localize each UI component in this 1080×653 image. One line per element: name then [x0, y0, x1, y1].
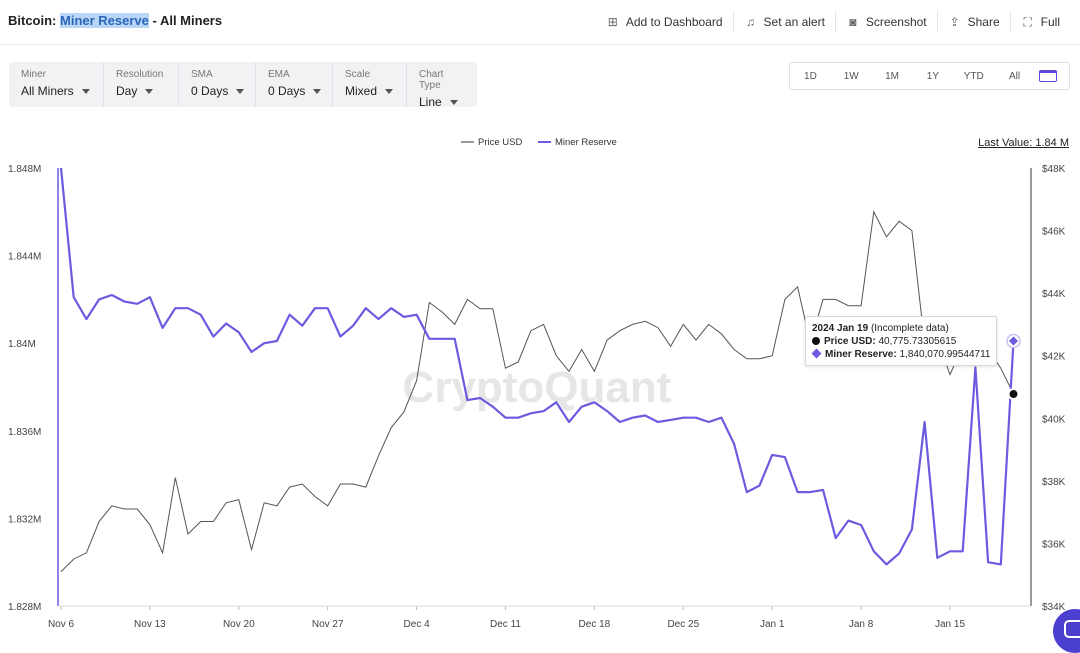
- right-tick-label: $42K: [1042, 352, 1066, 363]
- tooltip-reserve-value: 1,840,070.99544711: [896, 349, 991, 360]
- last-value: Last Value: 1.84 M: [978, 137, 1069, 149]
- tooltip-note: (Incomplete data): [868, 323, 949, 334]
- left-tick-label: 1.84M: [8, 339, 36, 350]
- fullscreen-icon: ⛶: [1023, 14, 1032, 29]
- miner-reserve-line[interactable]: [59, 167, 1015, 566]
- tooltip-date: 2024 Jan 19: [812, 323, 869, 334]
- title-suffix: - All Miners: [148, 13, 223, 28]
- x-tick-label: Jan 15: [935, 619, 965, 630]
- page-title: Bitcoin: Miner Reserve - All Miners: [8, 13, 222, 28]
- tooltip-price-value: 40,775.73305615: [875, 336, 957, 347]
- ema-select[interactable]: EMA 0 Days: [256, 62, 333, 107]
- tooltip-reserve-label: Miner Reserve:: [825, 349, 897, 360]
- fullscreen-button[interactable]: ⛶ Full: [1009, 11, 1070, 33]
- range-all[interactable]: All: [1008, 70, 1021, 82]
- price-marker: [1007, 388, 1020, 401]
- right-tick-label: $44K: [1042, 289, 1066, 300]
- title-highlight: Miner Reserve: [60, 13, 149, 28]
- left-tick-label: 1.836M: [8, 427, 41, 438]
- chart-tooltip: 2024 Jan 19 (Incomplete data) Price USD:…: [805, 316, 997, 366]
- x-tick-label: Nov 6: [48, 619, 75, 630]
- x-tick-label: Dec 18: [579, 619, 611, 630]
- camera-icon: ◙: [849, 15, 857, 29]
- right-tick-label: $40K: [1042, 414, 1066, 425]
- x-tick-label: Nov 27: [312, 619, 344, 630]
- screenshot-button[interactable]: ◙ Screenshot: [834, 11, 937, 33]
- x-tick-label: Dec 4: [404, 619, 431, 630]
- share-button[interactable]: ⇪ Share: [936, 11, 1010, 33]
- share-icon: ⇪: [949, 15, 960, 29]
- chevron-down-icon: [313, 89, 322, 95]
- left-tick-label: 1.828M: [8, 602, 41, 613]
- chevron-down-icon: [236, 89, 245, 95]
- range-1y[interactable]: 1Y: [926, 70, 940, 82]
- header-actions: ⊞ Add to Dashboard ♫ Set an alert ◙ Screens…: [596, 0, 1070, 44]
- x-tick-label: Dec 25: [667, 619, 699, 630]
- right-tick-label: $46K: [1042, 227, 1066, 238]
- miner-select[interactable]: Miner All Miners: [9, 62, 104, 107]
- right-tick-label: $34K: [1042, 602, 1066, 613]
- x-tick-label: Nov 13: [134, 619, 166, 630]
- x-axis: Nov 6 Nov 13 Nov 20 Nov 27 Dec 4 Dec 11 Dec 18…: [48, 606, 965, 630]
- add-to-dashboard-button[interactable]: ⊞ Add to Dashboard: [607, 15, 723, 29]
- x-tick-label: Nov 20: [223, 619, 255, 630]
- left-axis: 1.848M 1.844M 1.84M 1.836M 1.832M 1.828M: [8, 164, 41, 613]
- range-1w[interactable]: 1W: [843, 70, 859, 82]
- tooltip-price-label: Price USD:: [824, 336, 876, 347]
- legend-price-label[interactable]: Price USD: [478, 137, 522, 148]
- x-tick-label: Dec 11: [490, 619, 521, 630]
- chevron-down-icon: [449, 100, 458, 106]
- legend: Price USD Miner Reserve: [461, 137, 617, 148]
- chevron-down-icon: [385, 89, 394, 95]
- price-usd-line[interactable]: [60, 210, 1014, 572]
- sma-select[interactable]: SMA 0 Days: [179, 62, 256, 107]
- reserve-diamond-icon: [811, 348, 822, 359]
- chart-controls: Miner All Miners Resolution Day SMA 0 Days …: [9, 62, 477, 109]
- legend-reserve-label[interactable]: Miner Reserve: [555, 137, 617, 148]
- right-tick-label: $36K: [1042, 539, 1066, 550]
- chevron-down-icon: [145, 89, 154, 95]
- chat-icon: [1064, 620, 1080, 638]
- line-chart: CryptoQuant Price USD Miner Reserve 1.84…: [8, 137, 1066, 630]
- left-tick-label: 1.832M: [8, 514, 41, 525]
- left-tick-label: 1.844M: [8, 252, 41, 263]
- right-tick-label: $38K: [1042, 477, 1066, 488]
- title-prefix: Bitcoin:: [8, 13, 60, 28]
- range-1m[interactable]: 1M: [885, 70, 900, 82]
- watermark-text: CryptoQuant: [403, 363, 672, 412]
- calendar-icon[interactable]: [1038, 70, 1057, 82]
- folder-plus-icon: ⊞: [607, 15, 618, 29]
- left-tick-label: 1.848M: [8, 164, 41, 175]
- chevron-down-icon: [81, 89, 90, 95]
- right-axis: $48K $46K $44K $42K $40K $38K $36K $34K: [1042, 164, 1066, 613]
- range-ytd[interactable]: YTD: [963, 70, 984, 82]
- set-alert-button[interactable]: ♫ Set an alert: [732, 11, 835, 33]
- scale-select[interactable]: Scale Mixed: [333, 62, 407, 107]
- range-1d[interactable]: 1D: [804, 70, 817, 82]
- top-bar: Bitcoin: Miner Reserve - All Miners ⊞ Add…: [0, 0, 1080, 45]
- bell-icon: ♫: [746, 15, 756, 29]
- right-tick-label: $48K: [1042, 164, 1066, 175]
- chart-area: CryptoQuant Price USD Miner Reserve 1.84…: [0, 120, 1080, 649]
- resolution-select[interactable]: Resolution Day: [104, 62, 179, 107]
- range-selector: 1D 1W 1M 1Y YTD All: [789, 62, 1070, 90]
- chart-type-select[interactable]: Chart Type Line: [407, 62, 476, 109]
- price-dot-icon: [812, 337, 820, 345]
- x-tick-label: Jan 1: [760, 619, 785, 630]
- x-tick-label: Jan 8: [849, 619, 874, 630]
- hover-markers: [1006, 333, 1021, 401]
